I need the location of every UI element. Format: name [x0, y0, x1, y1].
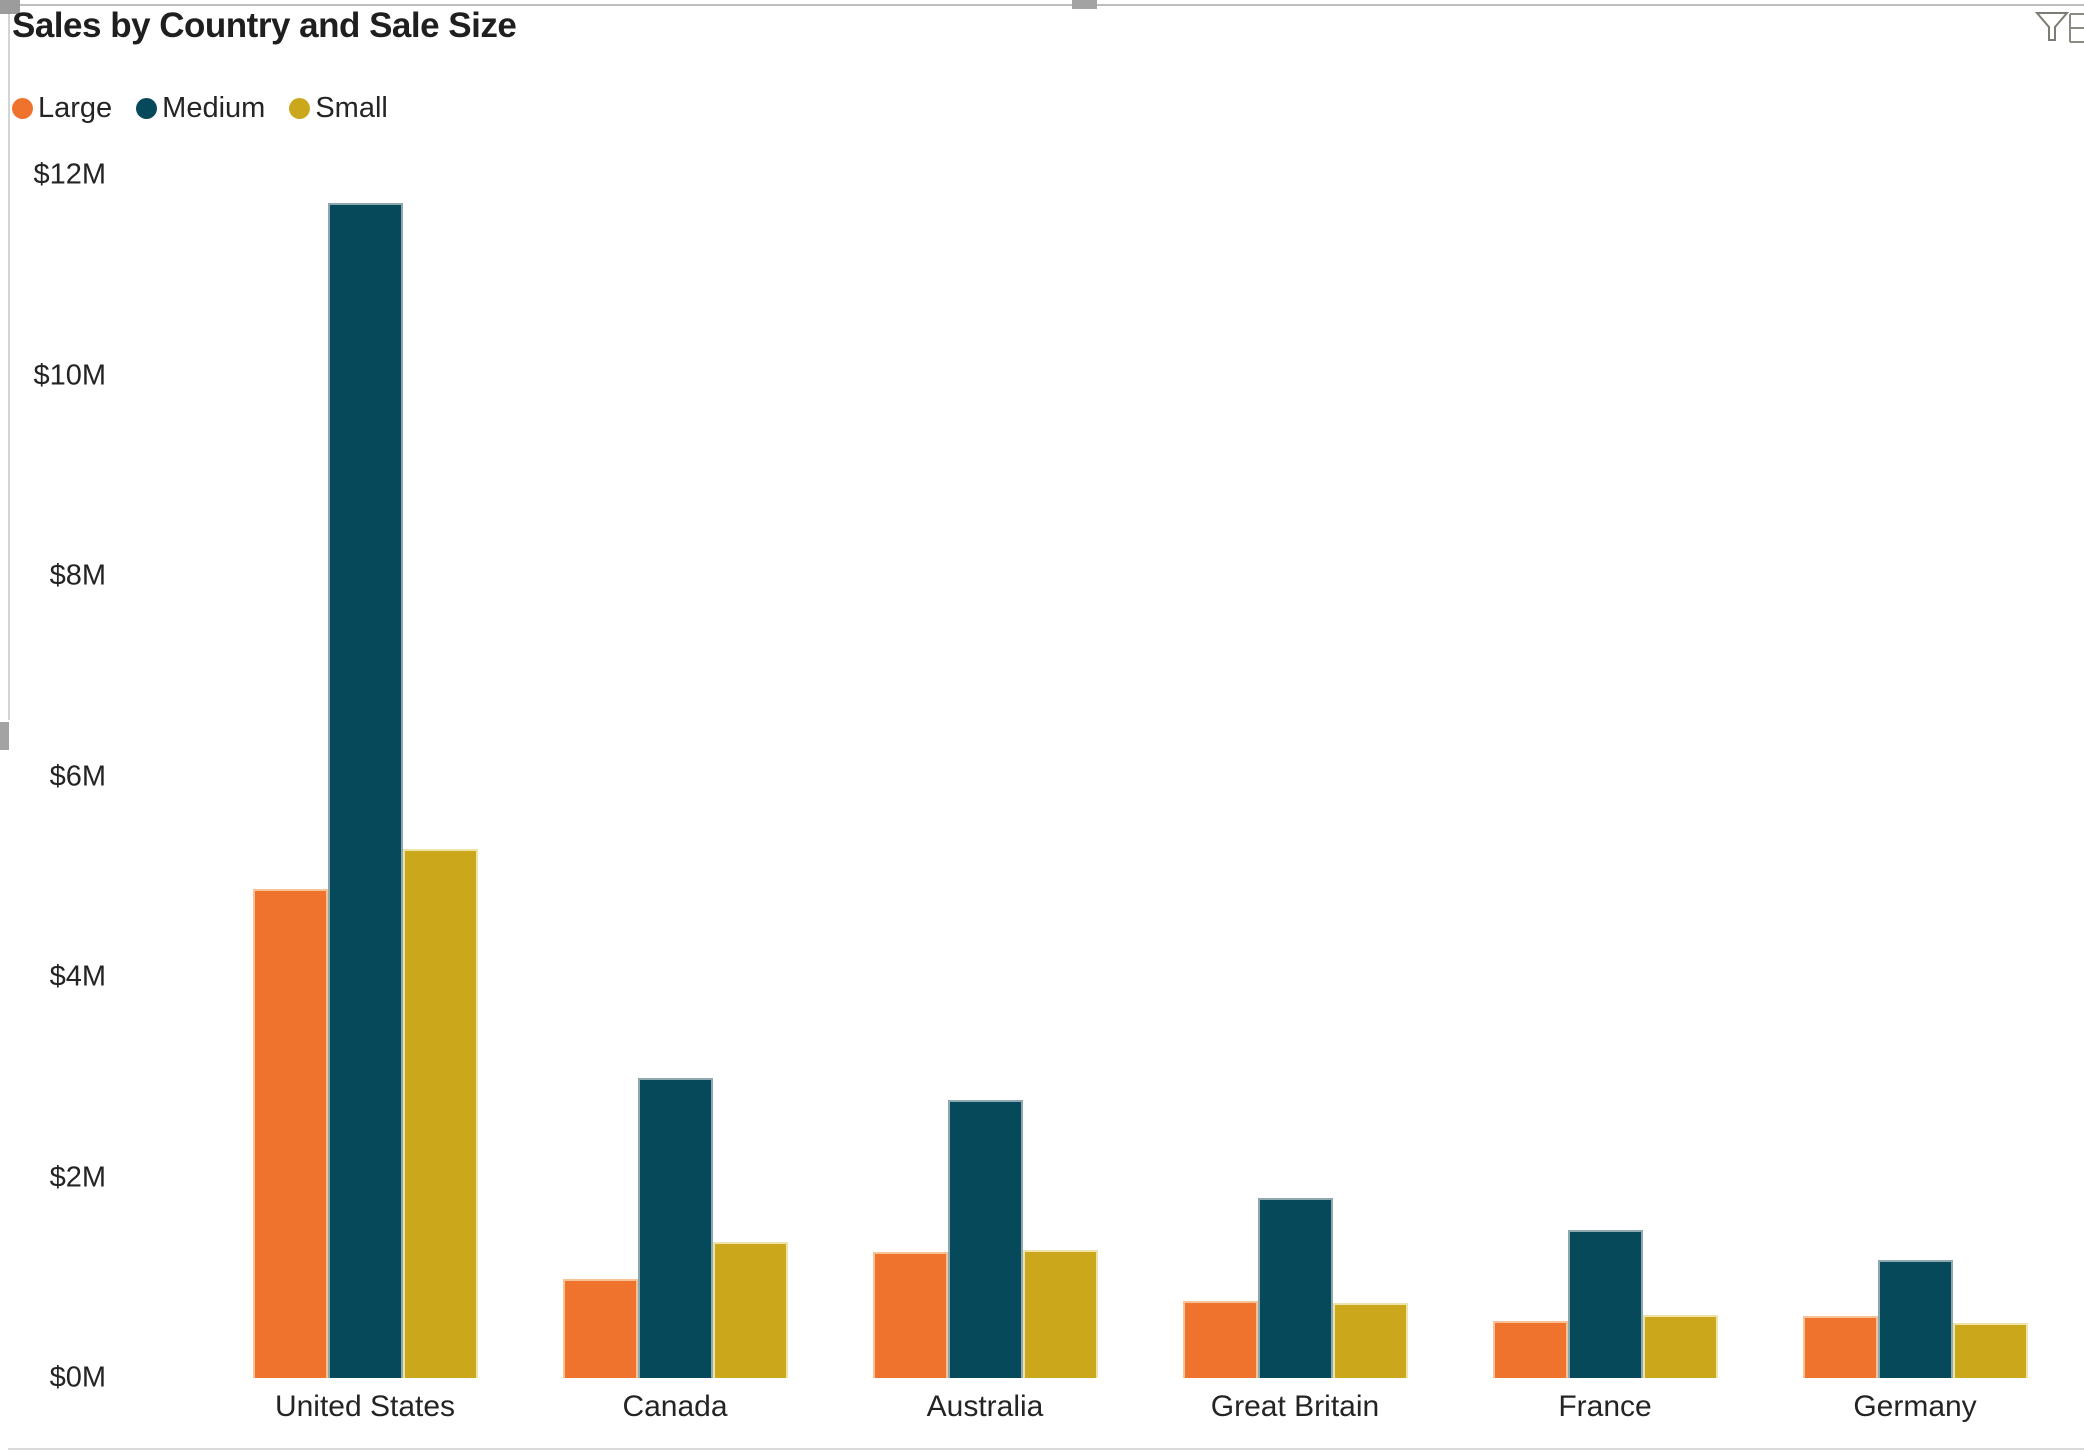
bar-large-canada[interactable]	[562, 1278, 638, 1378]
bar-large-australia[interactable]	[872, 1251, 948, 1378]
x-axis-category-label: United States	[274, 1390, 456, 1423]
clipped-header-icon[interactable]	[2066, 10, 2084, 46]
category-group-canada	[520, 175, 830, 1378]
legend-label: Large	[38, 92, 113, 124]
vertical-scrollbar-thumb[interactable]	[0, 722, 9, 750]
category-group-great-britain	[1140, 175, 1450, 1378]
y-axis-tick-label: $0M	[49, 1361, 106, 1394]
visual-header-toolbar	[2034, 8, 2070, 44]
bar-medium-canada[interactable]	[637, 1078, 713, 1378]
bar-small-australia[interactable]	[1022, 1249, 1098, 1378]
legend-swatch-icon	[12, 98, 33, 119]
category-group-france	[1450, 175, 1760, 1378]
bar-large-great-britain[interactable]	[1182, 1300, 1258, 1378]
left-panel-edge	[8, 14, 10, 720]
legend-item-medium[interactable]: Medium	[136, 92, 265, 125]
bar-medium-great-britain[interactable]	[1257, 1197, 1333, 1378]
y-axis-tick-label: $6M	[49, 760, 106, 792]
chart-title: Sales by Country and Sale Size	[12, 6, 517, 45]
legend-item-small[interactable]: Small	[289, 92, 388, 125]
x-axis: United States Canada Australia Great Britai…	[210, 1390, 2070, 1424]
legend-label: Small	[315, 92, 388, 124]
bar-medium-france[interactable]	[1567, 1229, 1643, 1378]
y-axis: $0M $2M $4M $6M $8M $10M $12M	[0, 0, 110, 1452]
bar-medium-germany[interactable]	[1877, 1259, 1953, 1378]
filter-icon[interactable]	[2034, 8, 2070, 44]
horizontal-scrollbar-thumb[interactable]	[1072, 0, 1097, 9]
visual-bottom-border	[8, 1448, 2084, 1450]
bar-large-france[interactable]	[1492, 1320, 1568, 1378]
bar-small-france[interactable]	[1642, 1314, 1718, 1378]
category-group-germany	[1760, 175, 2070, 1378]
scrollbar-corner	[0, 0, 20, 14]
x-axis-category-label: France	[1558, 1390, 1652, 1423]
x-axis-category-label: Canada	[622, 1390, 728, 1423]
chart-legend: Large Medium Small	[12, 92, 388, 125]
bar-medium-united-states[interactable]	[327, 203, 403, 1378]
y-axis-tick-label: $8M	[49, 559, 106, 592]
bar-small-canada[interactable]	[712, 1241, 788, 1378]
horizontal-scrollbar-track[interactable]	[20, 4, 2084, 6]
legend-swatch-icon	[289, 98, 311, 119]
legend-swatch-icon	[136, 98, 158, 119]
legend-item-large[interactable]: Large	[12, 92, 112, 125]
y-axis-tick-label: $12M	[33, 158, 106, 191]
bar-small-germany[interactable]	[1952, 1322, 2028, 1378]
plot-area	[210, 175, 2070, 1378]
category-group-australia	[830, 175, 1140, 1378]
y-axis-tick-label: $4M	[49, 960, 106, 993]
bar-large-germany[interactable]	[1802, 1315, 1878, 1378]
y-axis-tick-label: $10M	[33, 359, 106, 391]
x-axis-category-label: Great Britain	[1210, 1390, 1380, 1423]
category-group-united-states	[210, 175, 520, 1378]
bar-small-great-britain[interactable]	[1332, 1302, 1408, 1378]
bar-large-united-states[interactable]	[252, 888, 328, 1378]
x-axis-category-label: Australia	[926, 1390, 1044, 1423]
bar-medium-australia[interactable]	[947, 1100, 1023, 1378]
bar-small-united-states[interactable]	[402, 848, 478, 1378]
y-axis-tick-label: $2M	[49, 1161, 106, 1193]
legend-label: Medium	[162, 92, 266, 124]
x-axis-category-label: Germany	[1853, 1390, 1977, 1423]
